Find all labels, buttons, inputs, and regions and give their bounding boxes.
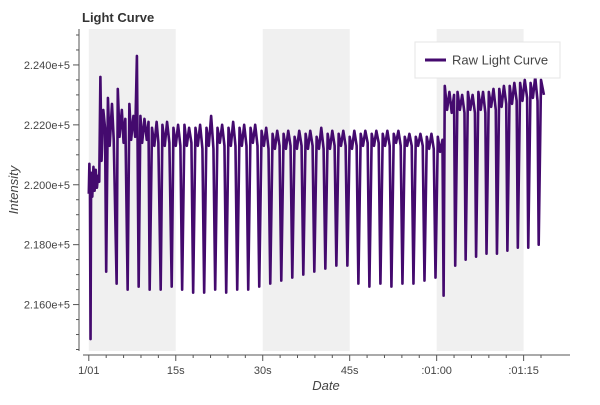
- x-tick-label: :01:00: [421, 365, 452, 377]
- y-tick-label: 2.180e+5: [24, 240, 70, 252]
- legend-label: Raw Light Curve: [452, 53, 548, 68]
- y-axis-label: Intensity: [6, 164, 21, 214]
- x-tick-label: 45s: [341, 365, 359, 377]
- chart-title: Light Curve: [82, 10, 154, 25]
- y-tick-label: 2.160e+5: [24, 300, 70, 312]
- x-axis-label: Date: [312, 378, 339, 393]
- legend: Raw Light Curve: [414, 41, 561, 79]
- y-axis-ticks: 2.160e+5 2.180e+5 2.200e+5 2.220e+5 2.240e+5: [24, 34, 79, 351]
- x-tick-label: 30s: [254, 365, 272, 377]
- x-tick-label: :01:15: [508, 365, 539, 377]
- series-line-raw-light-curve: [87, 54, 546, 341]
- y-tick-label: 2.240e+5: [24, 60, 70, 72]
- y-tick-label: 2.200e+5: [24, 180, 70, 192]
- x-axis-ticks: 1/01 15s 30s 45s :01:00 :01:15: [78, 355, 542, 377]
- x-tick-label: 15s: [167, 365, 185, 377]
- x-tick-label: 1/01: [78, 365, 99, 377]
- y-tick-label: 2.220e+5: [24, 120, 70, 132]
- series-group: [87, 54, 546, 341]
